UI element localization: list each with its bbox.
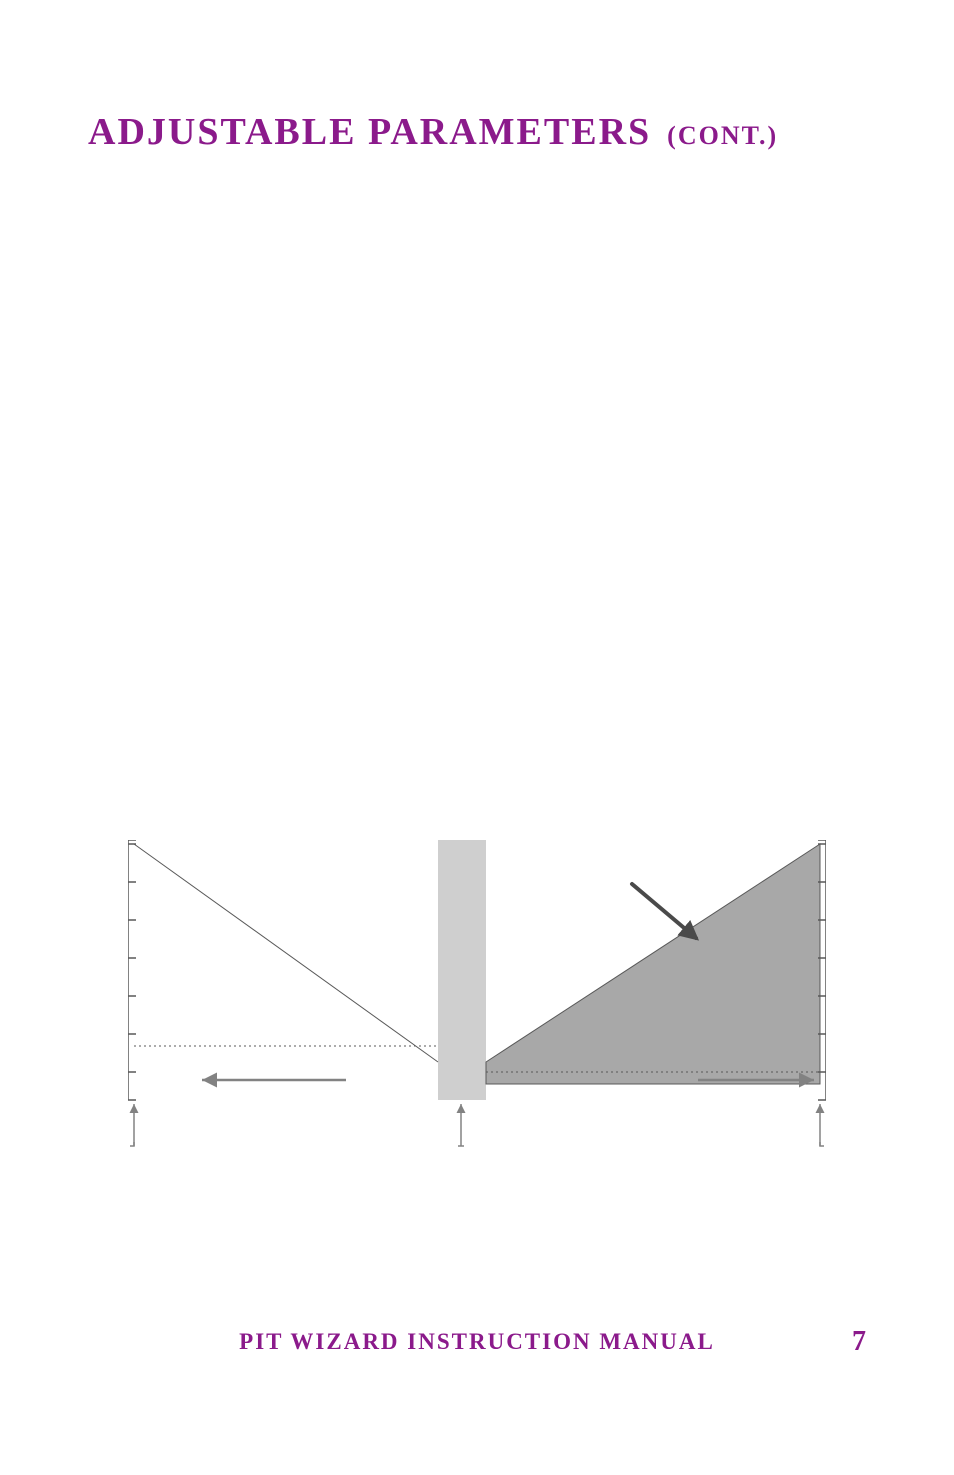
page-footer: PIT WIZARD INSTRUCTION MANUAL 7 bbox=[88, 1329, 866, 1355]
parameter-diagram bbox=[128, 840, 826, 1118]
footer-title-text: PIT WIZARD INSTRUCTION MANUAL bbox=[88, 1329, 866, 1355]
heading-sub-text: (CONT.) bbox=[667, 121, 778, 150]
heading-main-text: ADJUSTABLE PARAMETERS bbox=[88, 111, 651, 153]
page-heading: ADJUSTABLE PARAMETERS (CONT.) bbox=[88, 110, 778, 154]
diagram-svg bbox=[128, 840, 826, 1150]
page-number-text: 7 bbox=[852, 1326, 866, 1358]
